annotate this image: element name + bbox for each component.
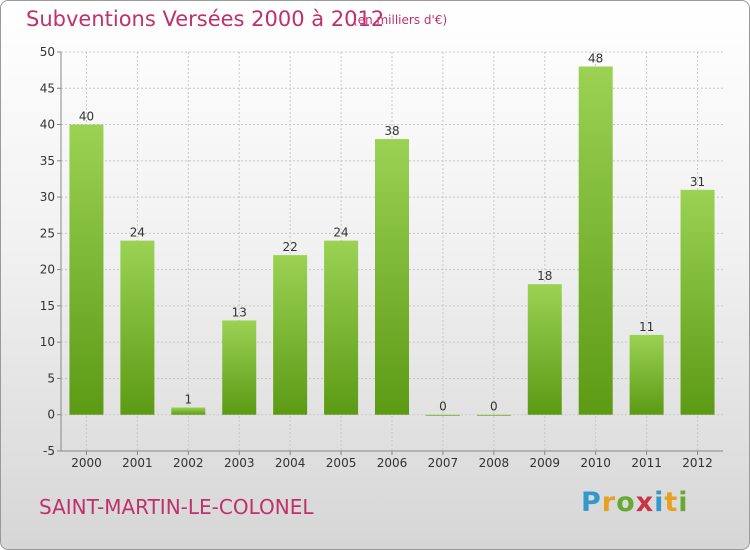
bar	[425, 414, 460, 416]
bar	[69, 124, 104, 415]
bar	[476, 414, 511, 416]
logo-letter: i	[654, 487, 665, 518]
y-tick-label: 0	[47, 408, 55, 422]
y-tick-label: 35	[40, 154, 55, 168]
data-label: 1	[184, 392, 192, 406]
logo-letter: t	[664, 487, 679, 518]
data-label: 0	[490, 400, 498, 414]
data-label: 40	[79, 110, 94, 124]
data-label: 31	[690, 175, 705, 189]
bar	[324, 240, 359, 415]
y-tick-label: 10	[40, 335, 55, 349]
y-tick-label: 30	[40, 190, 55, 204]
bar	[222, 320, 257, 415]
data-label: 18	[537, 269, 552, 283]
bar	[273, 255, 308, 415]
x-tick-label: 2010	[580, 456, 611, 470]
x-tick-label: 2011	[631, 456, 662, 470]
x-tick-label: 2001	[122, 456, 153, 470]
x-tick-label: 2004	[275, 456, 306, 470]
x-tick-label: 2009	[529, 456, 560, 470]
data-label: 0	[439, 400, 447, 414]
bar	[375, 139, 409, 415]
y-tick-label: -5	[43, 444, 55, 458]
x-tick-label: 2006	[377, 456, 408, 470]
x-tick-label: 2007	[428, 456, 459, 470]
y-tick-label: 45	[40, 81, 55, 95]
chart-title: Subventions Versées 2000 à 2012	[26, 7, 385, 31]
logo-letter: r	[601, 487, 617, 518]
data-label: 22	[283, 240, 298, 254]
unit-label: (en milliers d'€)	[353, 13, 448, 27]
y-tick-label: 5	[47, 371, 55, 385]
y-tick-label: 25	[40, 226, 55, 240]
bar	[680, 189, 715, 415]
x-tick-label: 2005	[326, 456, 357, 470]
bar	[120, 240, 155, 415]
x-tick-label: 2012	[682, 456, 713, 470]
commune-name: SAINT-MARTIN-LE-COLONEL	[39, 495, 314, 519]
data-label: 24	[130, 226, 145, 240]
logo-letter: P	[581, 487, 602, 518]
y-tick-label: 20	[40, 263, 55, 277]
bar	[578, 66, 613, 415]
y-tick-label: 40	[40, 118, 55, 132]
proxiti-logo: Proxiti	[581, 487, 689, 518]
bar	[171, 407, 206, 415]
data-label: 38	[384, 124, 399, 138]
logo-letter: x	[635, 487, 655, 518]
bar	[527, 284, 562, 415]
x-tick-label: 2003	[224, 456, 255, 470]
x-tick-label: 2008	[479, 456, 510, 470]
data-label: 48	[588, 52, 603, 66]
y-tick-label: 15	[40, 299, 55, 313]
y-tick-label: 50	[40, 45, 55, 59]
x-tick-label: 2000	[71, 456, 102, 470]
data-label: 13	[232, 305, 247, 319]
data-label: 24	[333, 226, 348, 240]
x-tick-label: 2002	[173, 456, 204, 470]
logo-letter: i	[678, 487, 689, 518]
data-label: 11	[639, 320, 654, 334]
bar	[629, 334, 664, 415]
logo-letter: o	[616, 487, 636, 518]
